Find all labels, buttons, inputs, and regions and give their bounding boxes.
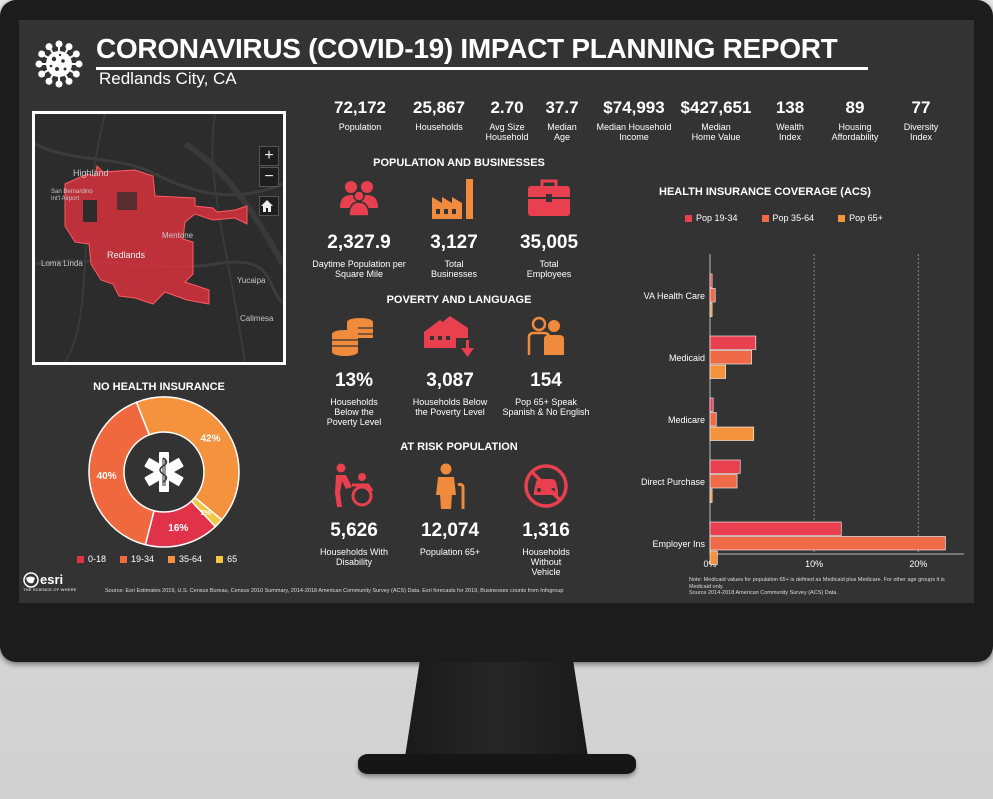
virus-logo-icon <box>35 40 83 88</box>
bar-pop-19-34 <box>709 521 842 536</box>
health-chart-legend: Pop 19-34 Pop 35-64 Pop 65+ <box>685 213 883 223</box>
stat-wealth-index: 138 Wealth Index <box>775 98 805 142</box>
legend-item-pop-35-64: Pop 35-64 <box>761 213 814 223</box>
bar-pop-35-64 <box>709 536 946 551</box>
coins-icon <box>332 318 373 356</box>
section-title-at-risk: AT RISK POPULATION <box>400 441 518 453</box>
source-note: Source: Esri Estimates 2019, U.S. Census… <box>105 588 564 594</box>
bar-pop-35-64 <box>709 288 716 303</box>
legend-item-35-64: 35-64 <box>168 554 202 564</box>
donut-label-35-64: 40% <box>97 471 117 482</box>
elderly-icon <box>436 463 465 509</box>
section-title-health-coverage: HEALTH INSURANCE COVERAGE (ACS) <box>659 186 871 198</box>
stat-avg-household: 2.70 Avg Size Household <box>485 98 529 142</box>
page-title: CORONAVIRUS (COVID-19) IMPACT PLANNING R… <box>96 33 868 70</box>
donut-slice-65 <box>135 396 240 521</box>
donut-label-0-18: 2% <box>201 510 212 517</box>
home-icon <box>261 200 273 212</box>
bar-pop-35-64 <box>709 350 752 365</box>
metric-poverty-rate: 13% Households Below the Poverty Level <box>304 314 404 427</box>
section-title-pop-business: POPULATION AND BUSINESSES <box>373 157 545 169</box>
donut-label-65: 42% <box>201 434 221 445</box>
metric-households-poverty: 3,087 Households Below the Poverty Level <box>400 314 500 417</box>
page-subtitle: Redlands City, CA <box>99 69 237 88</box>
stat-diversity-index: 77 Diversity Index <box>903 98 939 142</box>
map-label-yucaipa: Yucaipa <box>237 276 266 285</box>
map-label-highland: Highland <box>73 168 109 178</box>
bar-pop-65- <box>709 488 713 503</box>
briefcase-icon <box>528 179 570 216</box>
category-label: Medicare <box>668 415 705 425</box>
bar-pop-19-34 <box>709 397 714 412</box>
metric-total-businesses: 3,127 Total Businesses <box>404 176 504 279</box>
donut-label-19-34: 16% <box>168 523 188 534</box>
wheelchair-icon <box>335 463 374 507</box>
map-label-calimesa: Calimesa <box>240 314 274 323</box>
stat-housing-affordability: 89 Housing Affordability <box>831 98 879 142</box>
metric-no-vehicle: 1,316 Households Without Vehicle <box>496 464 596 577</box>
bar-pop-35-64 <box>709 412 717 427</box>
legend-item-pop-19-34: Pop 19-34 <box>685 213 738 223</box>
bar-pop-19-34 <box>709 459 741 474</box>
metric-population-65: 12,074 Population 65+ <box>400 463 500 557</box>
people-icon <box>340 181 378 217</box>
redlands-boundary <box>64 164 248 305</box>
bar-pop-65- <box>709 364 726 379</box>
metric-total-employees: 35,005 Total Employees <box>499 176 599 279</box>
donut-slice-35-64 <box>88 401 155 546</box>
metric-spanish-speakers: 154 Pop 65+ Speak Spanish & No English <box>496 314 596 417</box>
esri-logo: esri THE SCIENCE OF WHERE <box>23 572 77 592</box>
speaking-people-icon <box>527 316 564 355</box>
bar-pop-65- <box>709 550 718 565</box>
legend-item-pop-65: Pop 65+ <box>838 213 883 223</box>
zoom-out-button[interactable]: − <box>259 167 279 187</box>
bar-pop-19-34 <box>709 335 757 350</box>
map-label-redlands: Redlands <box>107 250 146 260</box>
map-label-mentone: Mentone <box>162 231 194 240</box>
zoom-in-button[interactable]: + <box>259 146 279 166</box>
no-insurance-donut: 42% 2% 16% 40% <box>88 396 240 548</box>
bar-pop-19-34 <box>709 273 713 288</box>
metric-daytime-population: 2,327.9 Daytime Population per Square Mil… <box>309 176 409 279</box>
metric-disability: 5,626 Households With Disability <box>304 463 404 567</box>
bar-pop-35-64 <box>709 474 738 489</box>
bar-pop-65- <box>709 302 713 317</box>
legend-item-0-18: 0-18 <box>77 554 106 564</box>
legend-item-19-34: 19-34 <box>120 554 154 564</box>
map-label-loma-linda: Loma Linda <box>41 259 83 268</box>
category-label: Employer Ins <box>652 539 705 549</box>
monitor-stand <box>405 662 588 757</box>
stat-median-income: $74,993 Median Household Income <box>596 98 672 142</box>
x-tick-label: 20% <box>909 559 927 569</box>
stat-median-home-value: $427,651 Median Home Value <box>680 98 752 142</box>
legend-item-65: 65 <box>216 554 237 564</box>
medical-star-icon <box>144 452 184 492</box>
map-canvas <box>35 114 283 362</box>
health-coverage-chart: 0%10%20%VA Health CareMedicaidMedicareDi… <box>641 254 964 569</box>
section-title-no-insurance: NO HEALTH INSURANCE <box>93 381 225 393</box>
globe-icon <box>23 572 39 588</box>
map-label-airport: San Bernardino Int'l Airport <box>51 189 93 202</box>
section-title-poverty: POVERTY AND LANGUAGE <box>386 294 532 306</box>
home-button[interactable] <box>259 196 279 216</box>
bar-pop-65- <box>709 426 755 441</box>
stat-households: 25,867 Households <box>413 98 465 132</box>
no-vehicle-icon <box>524 464 568 508</box>
chart-note: Note: Medicaid values for population 65+… <box>689 577 945 596</box>
donut-legend: 0-18 19-34 35-64 65 <box>77 554 237 564</box>
stat-population: 72,172 Population <box>334 98 386 132</box>
monitor-base <box>358 754 636 774</box>
category-label: Direct Purchase <box>641 477 705 487</box>
category-label: VA Health Care <box>644 291 705 301</box>
report-screen: CORONAVIRUS (COVID-19) IMPACT PLANNING R… <box>19 20 974 603</box>
house-down-icon <box>424 316 474 357</box>
category-label: Medicaid <box>669 353 705 363</box>
stat-median-age: 37.7 Median Age <box>545 98 579 142</box>
map-view[interactable]: Highland San Bernardino Int'l Airport Me… <box>32 111 286 365</box>
factory-icon <box>432 179 473 219</box>
x-tick-label: 10% <box>805 559 823 569</box>
